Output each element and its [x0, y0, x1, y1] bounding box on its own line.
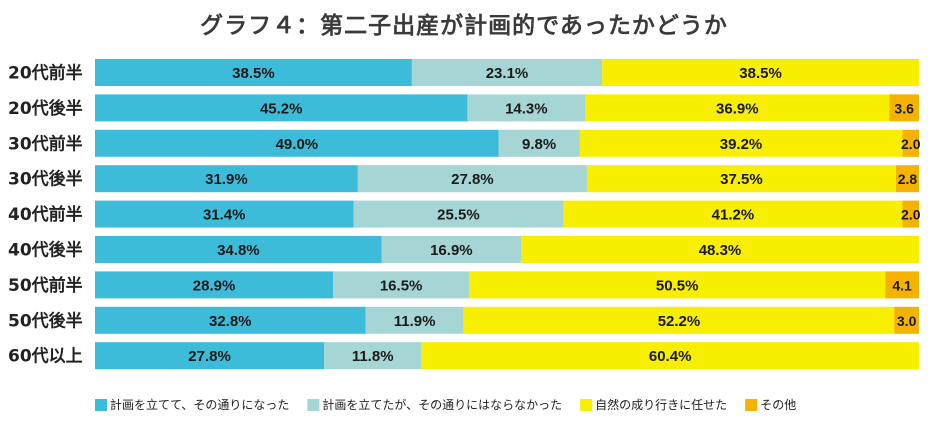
data-label: 25.5% — [437, 207, 480, 224]
data-label: 32.8% — [209, 313, 252, 330]
bars-layer — [95, 59, 919, 370]
legend: 計画を立てて、その通りになった 計画を立てたが、その通りにはならなかった 自然の成り… — [95, 397, 796, 412]
chart-title: グラフ４：第二子出産が計画的であったかどうか — [200, 13, 728, 39]
data-label: 16.5% — [380, 277, 423, 294]
bar-segment — [469, 271, 886, 299]
legend-swatch — [745, 399, 758, 411]
data-label: 34.8% — [217, 242, 260, 259]
data-label: 41.2% — [712, 207, 755, 224]
bar-segment — [95, 306, 366, 334]
data-label: 2.0 — [901, 207, 921, 223]
bar-segment — [353, 200, 564, 228]
bar-segment — [411, 59, 603, 86]
legend-label: 計画を立てたが、その通りにはならなかった — [322, 397, 562, 412]
category-label: 40代前半 — [8, 204, 83, 225]
legend-label: 自然の成り行きに任せた — [595, 397, 727, 412]
bar-segment — [885, 271, 919, 299]
legend-label: その他 — [760, 398, 796, 412]
bar-segment — [95, 236, 382, 263]
data-label: 23.1% — [486, 65, 529, 82]
bar-segment — [463, 306, 895, 334]
category-label: 50代前半 — [8, 275, 83, 296]
data-label: 3.0 — [897, 313, 917, 329]
bar-segment — [902, 200, 919, 228]
bar-segment — [95, 200, 354, 228]
bar-segment — [894, 306, 919, 334]
category-label: 60代以上 — [8, 346, 83, 367]
bar-segment — [381, 236, 522, 263]
data-label: 28.9% — [193, 277, 236, 294]
data-label: 2.8 — [898, 171, 918, 187]
bar-segment — [585, 94, 890, 122]
bar-segment — [333, 271, 470, 299]
bar-segment — [95, 165, 358, 193]
data-label: 52.2% — [658, 313, 701, 330]
bar-segment — [563, 200, 903, 228]
category-label: 30代前半 — [8, 133, 83, 154]
bar-segment — [895, 165, 919, 193]
data-label: 2.0 — [901, 136, 921, 152]
legend-swatch — [307, 399, 320, 411]
category-label: 20代前半 — [8, 63, 83, 84]
bar-segment — [902, 129, 919, 157]
bar-segment — [467, 94, 586, 122]
data-label: 48.3% — [699, 242, 742, 259]
data-label: 9.8% — [522, 136, 556, 153]
bar-segment — [95, 59, 412, 86]
bar-segment — [324, 342, 422, 370]
data-label: 4.1 — [892, 277, 912, 293]
data-label: 36.9% — [716, 100, 759, 117]
bar-segment — [602, 59, 919, 86]
category-label: 40代後半 — [8, 240, 83, 261]
bar-segment — [586, 165, 896, 193]
data-label: 11.8% — [352, 348, 394, 365]
data-label: 31.4% — [203, 207, 246, 224]
bar-segment — [95, 94, 468, 122]
data-label: 49.0% — [276, 136, 319, 153]
data-label: 50.5% — [656, 277, 699, 294]
legend-swatch — [95, 399, 107, 411]
data-label: 39.2% — [720, 136, 763, 153]
bar-segment — [521, 236, 919, 263]
data-label: 27.8% — [451, 171, 494, 188]
bar-segment — [365, 306, 464, 334]
legend-label: 計画を立てて、その通りになった — [110, 397, 289, 412]
labels-layer: 20代前半 38.5% 23.1% 38.5% 20代後半 45.2% 14.3% 36.9%… — [8, 63, 921, 367]
bar-segment — [889, 94, 919, 122]
data-label: 11.9% — [394, 313, 436, 330]
data-label: 37.5% — [720, 171, 763, 188]
bar-segment — [498, 129, 580, 157]
bar-segment — [95, 342, 325, 370]
data-label: 14.3% — [505, 100, 548, 117]
data-label: 27.8% — [188, 348, 231, 365]
category-label: 50代後半 — [8, 310, 83, 331]
data-label: 60.4% — [649, 348, 692, 365]
bar-segment — [579, 129, 903, 157]
data-label: 3.6 — [894, 100, 914, 116]
bar-segment — [421, 342, 919, 370]
data-label: 38.5% — [739, 65, 782, 82]
category-label: 20代後半 — [8, 98, 83, 119]
category-label: 30代後半 — [8, 169, 83, 190]
bar-segment — [95, 129, 499, 157]
data-label: 16.9% — [430, 242, 473, 259]
data-label: 31.9% — [205, 171, 248, 188]
legend-swatch — [580, 399, 593, 411]
bar-segment — [95, 271, 334, 299]
data-label: 45.2% — [260, 100, 303, 117]
bar-segment — [357, 165, 587, 193]
data-label: 38.5% — [232, 65, 275, 82]
